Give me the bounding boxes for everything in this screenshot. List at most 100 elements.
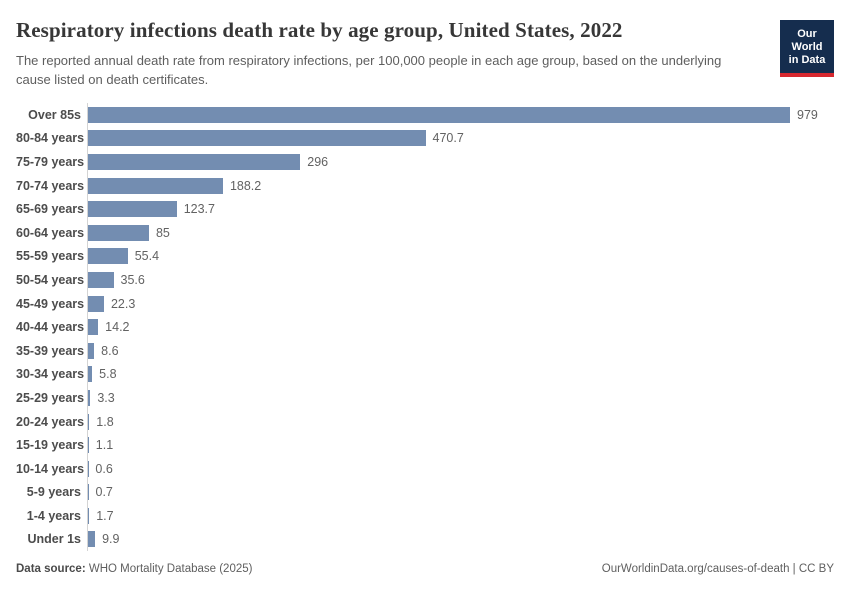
category-label: 55-59 years bbox=[16, 249, 85, 264]
bar bbox=[88, 153, 301, 170]
bar bbox=[88, 319, 99, 336]
value-label: 8.6 bbox=[101, 343, 119, 358]
value-label: 14.2 bbox=[105, 320, 130, 335]
chart-row: 40-44 years 14.2 bbox=[16, 315, 834, 339]
category-label: 15-19 years bbox=[16, 438, 85, 453]
chart-row: 10-14 years 0.6 bbox=[16, 456, 834, 481]
bar-area: 5.8 bbox=[87, 362, 834, 387]
value-label: 979 bbox=[797, 107, 818, 122]
bar bbox=[88, 271, 114, 288]
category-label: 30-34 years bbox=[16, 367, 85, 382]
category-label: 50-54 years bbox=[16, 272, 85, 287]
category-label: 40-44 years bbox=[16, 320, 85, 335]
bar-area: 1.1 bbox=[87, 433, 834, 457]
bar bbox=[88, 177, 223, 194]
chart-row: 50-54 years 35.6 bbox=[16, 268, 834, 292]
chart-row: 15-19 years 1.1 bbox=[16, 433, 834, 457]
value-label: 123.7 bbox=[183, 202, 215, 217]
category-label: 1-4 years bbox=[26, 508, 81, 523]
value-label: 188.2 bbox=[229, 178, 262, 193]
bar-area: 14.2 bbox=[87, 315, 834, 339]
chart-row: 45-49 years 22.3 bbox=[16, 291, 834, 316]
chart-row: 5-9 years 0.7 bbox=[16, 480, 834, 505]
chart-row: 20-24 years 1.8 bbox=[16, 409, 834, 434]
bar-area: 0.6 bbox=[87, 456, 834, 481]
bar-area: 9.9 bbox=[87, 527, 834, 552]
value-label: 296 bbox=[307, 154, 329, 169]
bar bbox=[88, 531, 96, 548]
bar-chart: Over 85s 979 80-84 years 470.7 75-79 yea… bbox=[16, 103, 834, 552]
chart-title: Respiratory infections death rate by age… bbox=[16, 18, 623, 42]
bar bbox=[88, 295, 104, 312]
bar bbox=[88, 366, 93, 383]
header: Respiratory infections death rate by age… bbox=[16, 18, 834, 89]
bar bbox=[88, 248, 128, 265]
value-label: 85 bbox=[155, 225, 170, 240]
bar bbox=[88, 484, 89, 501]
category-label: 80-84 years bbox=[16, 131, 85, 146]
bar-area: 35.6 bbox=[87, 268, 834, 292]
chart-row: Over 85s 979 bbox=[16, 103, 834, 127]
bar bbox=[88, 413, 90, 430]
bar bbox=[88, 342, 95, 359]
category-label: Over 85s bbox=[28, 107, 81, 122]
value-label: 1.8 bbox=[96, 414, 114, 429]
value-label: 22.3 bbox=[110, 296, 136, 311]
owid-logo: Our World in Data bbox=[780, 20, 834, 77]
category-label: Under 1s bbox=[27, 532, 82, 547]
credit-text: OurWorldinData.org/causes-of-death | CC … bbox=[601, 563, 834, 576]
category-label: 65-69 years bbox=[16, 202, 85, 217]
bar bbox=[88, 507, 90, 524]
source-text: WHO Mortality Database (2025) bbox=[88, 563, 253, 576]
header-text: Respiratory infections death rate by age… bbox=[16, 18, 780, 89]
bar-area: 188.2 bbox=[87, 173, 834, 198]
bar bbox=[88, 389, 91, 406]
category-label: 45-49 years bbox=[16, 296, 85, 311]
value-label: 470.7 bbox=[432, 131, 464, 146]
chart-row: 75-79 years 296 bbox=[16, 150, 834, 174]
chart-row: 25-29 years 3.3 bbox=[16, 386, 834, 410]
value-label: 0.6 bbox=[95, 461, 113, 476]
chart-row: 35-39 years 8.6 bbox=[16, 338, 834, 363]
data-source: Data source: WHO Mortality Database (202… bbox=[16, 563, 252, 575]
bar-area: 1.8 bbox=[87, 409, 834, 434]
bar-area: 979 bbox=[87, 103, 834, 127]
bar-area: 470.7 bbox=[87, 126, 834, 151]
chart-row: 55-59 years 55.4 bbox=[16, 244, 834, 269]
category-label: 70-74 years bbox=[16, 178, 85, 193]
category-label: 75-79 years bbox=[16, 154, 85, 169]
footer: Data source: WHO Mortality Database (202… bbox=[16, 563, 834, 575]
value-label: 3.3 bbox=[97, 390, 115, 405]
bar-area: 0.7 bbox=[87, 480, 834, 505]
bar-area: 22.3 bbox=[87, 291, 834, 316]
chart-row: 65-69 years 123.7 bbox=[16, 197, 834, 221]
bar bbox=[88, 437, 89, 454]
bar-area: 8.6 bbox=[87, 338, 834, 363]
bar-area: 85 bbox=[87, 220, 834, 245]
bar bbox=[88, 201, 177, 218]
bar-area: 1.7 bbox=[87, 504, 834, 528]
category-label: 10-14 years bbox=[16, 461, 85, 476]
value-label: 35.6 bbox=[120, 272, 145, 287]
bar bbox=[88, 130, 426, 147]
chart-row: 30-34 years 5.8 bbox=[16, 362, 834, 387]
chart-row: 70-74 years 188.2 bbox=[16, 173, 834, 198]
bar-area: 123.7 bbox=[87, 197, 834, 221]
chart-row: Under 1s 9.9 bbox=[16, 527, 834, 552]
bar bbox=[88, 224, 149, 241]
chart-subtitle: The reported annual death rate from resp… bbox=[16, 53, 722, 87]
logo-line2: in Data bbox=[788, 54, 826, 66]
bar-area: 3.3 bbox=[87, 386, 834, 410]
category-label: 25-29 years bbox=[16, 390, 85, 405]
category-label: 5-9 years bbox=[26, 485, 81, 500]
category-label: 20-24 years bbox=[16, 414, 85, 429]
chart-row: 1-4 years 1.7 bbox=[16, 504, 834, 528]
value-label: 1.1 bbox=[95, 438, 114, 453]
bar-area: 296 bbox=[87, 150, 834, 174]
value-label: 1.7 bbox=[96, 508, 114, 523]
logo-line1: Our World bbox=[791, 28, 823, 53]
value-label: 55.4 bbox=[134, 249, 160, 264]
source-label: Data source: bbox=[16, 563, 89, 576]
category-label: 60-64 years bbox=[16, 225, 85, 240]
